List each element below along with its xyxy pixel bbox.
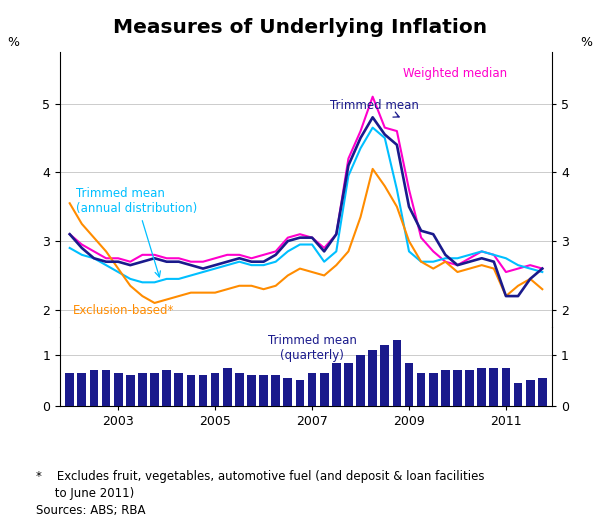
- Bar: [187, 375, 195, 406]
- Bar: [502, 368, 511, 406]
- Bar: [259, 375, 268, 406]
- Bar: [211, 373, 220, 406]
- Text: *    Excludes fruit, vegetables, automotive fuel (and deposit & loan facilities
: * Excludes fruit, vegetables, automotive…: [36, 471, 485, 517]
- Text: Measures of Underlying Inflation: Measures of Underlying Inflation: [113, 18, 487, 37]
- Bar: [296, 380, 304, 406]
- Bar: [465, 370, 474, 406]
- Bar: [223, 368, 232, 406]
- Bar: [490, 368, 498, 406]
- Bar: [320, 373, 329, 406]
- Bar: [89, 370, 98, 406]
- Bar: [126, 375, 134, 406]
- Text: Exclusion-based*: Exclusion-based*: [73, 304, 175, 317]
- Bar: [271, 375, 280, 406]
- Bar: [162, 370, 171, 406]
- Bar: [429, 373, 437, 406]
- Bar: [199, 375, 208, 406]
- Bar: [235, 373, 244, 406]
- Bar: [453, 370, 462, 406]
- Bar: [356, 355, 365, 406]
- Bar: [247, 375, 256, 406]
- Bar: [514, 383, 523, 406]
- Bar: [392, 340, 401, 406]
- Bar: [380, 345, 389, 406]
- Text: %: %: [580, 36, 592, 49]
- Bar: [478, 368, 486, 406]
- Text: %: %: [7, 36, 19, 49]
- Bar: [538, 378, 547, 406]
- Text: Trimmed mean
(quarterly): Trimmed mean (quarterly): [268, 334, 356, 361]
- Bar: [308, 373, 316, 406]
- Text: Trimmed mean: Trimmed mean: [330, 99, 419, 117]
- Bar: [344, 362, 353, 406]
- Text: Weighted median: Weighted median: [403, 67, 507, 80]
- Bar: [150, 373, 159, 406]
- Bar: [283, 378, 292, 406]
- Bar: [417, 373, 425, 406]
- Bar: [332, 362, 341, 406]
- Bar: [526, 380, 535, 406]
- Bar: [441, 370, 450, 406]
- Bar: [114, 373, 122, 406]
- Bar: [404, 362, 413, 406]
- Bar: [65, 373, 74, 406]
- Text: Trimmed mean
(annual distribution): Trimmed mean (annual distribution): [76, 187, 197, 277]
- Bar: [175, 373, 183, 406]
- Bar: [138, 373, 147, 406]
- Bar: [77, 373, 86, 406]
- Bar: [368, 350, 377, 406]
- Bar: [101, 370, 110, 406]
